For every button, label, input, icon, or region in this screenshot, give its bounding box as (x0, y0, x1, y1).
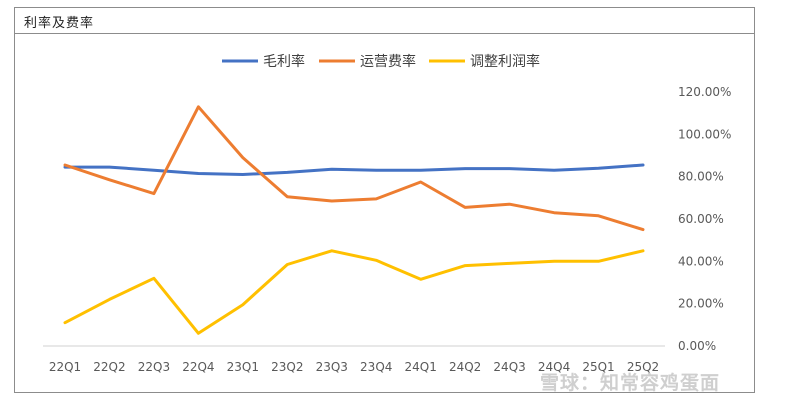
title-bar (14, 7, 755, 34)
x-tick-label: 24Q4 (538, 360, 570, 374)
chart-frame (14, 7, 755, 393)
y-tick-label: 60.00% (678, 212, 724, 226)
x-tick-label: 23Q4 (360, 360, 392, 374)
legend-label: 运营费率 (360, 53, 416, 70)
y-axis: 0.00% 20.00% 40.00% 60.00% 80.00% 100.00% 120.… (678, 85, 731, 353)
x-tick-label: 23Q3 (316, 360, 348, 374)
x-tick-label: 24Q3 (493, 360, 525, 374)
series-line-毛利率 (63, 163, 645, 176)
y-tick-label: 20.00% (678, 297, 724, 311)
legend-label: 调整利润率 (470, 53, 540, 70)
y-tick-label: 0.00% (678, 339, 716, 353)
y-tick-label: 120.00% (678, 85, 731, 99)
y-tick-label: 40.00% (678, 254, 724, 268)
x-tick-label: 23Q2 (271, 360, 303, 374)
x-tick-label: 24Q1 (405, 360, 437, 374)
x-tick-label: 22Q4 (182, 360, 214, 374)
series-line-调整利润率 (63, 249, 645, 335)
series-line-运营费率 (63, 105, 645, 232)
watermark: 雪球：知常容鸡蛋面 (540, 372, 721, 394)
chart-title: 利率及费率 (24, 16, 95, 31)
y-tick-label: 80.00% (678, 170, 724, 184)
x-tick-label: 25Q2 (627, 360, 659, 374)
y-tick-label: 100.00% (678, 127, 731, 141)
legend-label: 毛利率 (263, 53, 305, 70)
series-group (63, 105, 645, 335)
x-tick-label: 24Q2 (449, 360, 481, 374)
x-tick-label: 22Q2 (93, 360, 125, 374)
x-tick-label: 23Q1 (227, 360, 259, 374)
x-axis: 22Q1 22Q2 22Q3 22Q4 23Q1 23Q2 23Q3 23Q4 24Q1 24Q2… (43, 345, 665, 374)
x-tick-label: 25Q1 (582, 360, 614, 374)
legend: 毛利率 运营费率 调整利润率 (222, 53, 540, 70)
x-tick-label: 22Q3 (138, 360, 170, 374)
x-tick-label: 22Q1 (49, 360, 81, 374)
